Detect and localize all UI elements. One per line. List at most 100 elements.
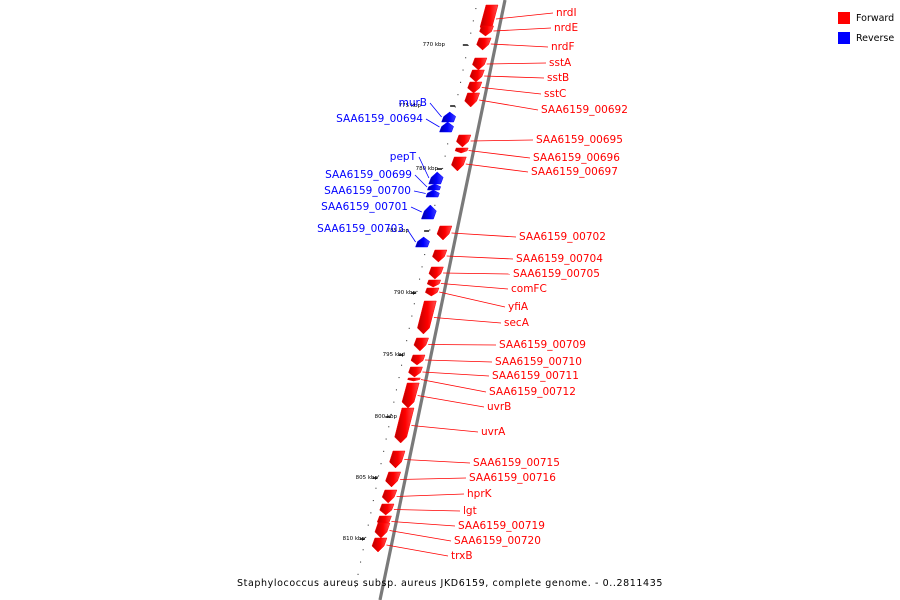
forward-swatch: [838, 12, 850, 24]
gene-label[interactable]: SAA6159_00692: [541, 104, 628, 116]
gene-arrow: [479, 25, 494, 37]
gene-label[interactable]: secA: [504, 317, 530, 329]
label-leader: [490, 43, 549, 48]
scale-dot: [380, 463, 382, 465]
gene-label[interactable]: SAA6159_00699: [325, 169, 412, 181]
label-leader: [465, 163, 529, 173]
label-leader: [393, 509, 461, 512]
gene-label[interactable]: SAA6159_00702: [519, 231, 606, 243]
label-leader: [470, 139, 534, 142]
gene-label[interactable]: SAA6159_00696: [533, 152, 620, 164]
scale-dot: [424, 254, 426, 256]
scale-dot: [372, 500, 374, 502]
label-leader: [424, 359, 493, 363]
label-leader: [404, 459, 471, 464]
gene-arrow: [401, 382, 420, 409]
scale-tick-label: 800 kbp: [375, 414, 398, 420]
gene-label[interactable]: comFC: [511, 283, 547, 295]
scale-dot: [460, 81, 462, 83]
gene-label[interactable]: sstC: [544, 88, 566, 100]
scale-dot: [408, 327, 410, 329]
label-leader: [422, 371, 490, 377]
gene-label[interactable]: SAA6159_00705: [513, 268, 600, 280]
gene-label[interactable]: murB: [399, 97, 427, 109]
gene-label[interactable]: SAA6159_00701: [321, 201, 408, 213]
gene-arrow: [374, 522, 391, 539]
scale-dot: [475, 8, 477, 10]
gene-label[interactable]: SAA6159_00716: [469, 472, 556, 484]
scale-dot: [454, 106, 456, 108]
gene-arrow: [421, 204, 437, 220]
gene-label[interactable]: SAA6159_00697: [531, 166, 618, 178]
gene-label[interactable]: SAA6159_00720: [454, 535, 541, 547]
scale-dot: [354, 586, 356, 588]
gene-label[interactable]: SAA6159_00715: [473, 457, 560, 469]
gene-arrow: [464, 92, 480, 108]
scale-dot: [442, 167, 444, 169]
gene-arrow: [417, 300, 437, 335]
gene-label[interactable]: nrdF: [551, 41, 575, 53]
legend: Forward Reverse: [838, 8, 894, 48]
map-caption: Staphylococcus aureus subsp. aureus JKD6…: [237, 578, 663, 589]
gene-arrow: [432, 249, 448, 263]
gene-label[interactable]: pepT: [390, 151, 417, 163]
gene-label[interactable]: uvrB: [487, 401, 511, 413]
scale-dot: [395, 389, 397, 391]
scale-tick-label: 785 kbp: [387, 228, 410, 234]
gene-label[interactable]: SAA6159_00695: [536, 134, 623, 146]
scale-dot: [383, 450, 385, 452]
scale-dot: [406, 340, 408, 342]
gene-label[interactable]: hprK: [467, 488, 493, 500]
gene-label[interactable]: SAA6159_00704: [516, 253, 603, 265]
gene-label[interactable]: sstB: [547, 72, 569, 84]
scale-dot: [447, 143, 449, 145]
scale-dot: [472, 20, 474, 22]
gene-label[interactable]: nrdE: [554, 22, 578, 34]
legend-item-reverse: Reverse: [838, 28, 894, 48]
gene-arrow: [467, 81, 483, 94]
gene-label[interactable]: trxB: [451, 550, 473, 562]
gene-label[interactable]: yfiA: [508, 301, 529, 313]
scale-ticks: 770 kbp 775 kbp 780 kbp 785 kbp 790 kbp 795 k…: [343, 42, 468, 542]
label-leader: [443, 272, 511, 275]
scale-dot: [403, 352, 405, 354]
gene-label[interactable]: SAA6159_00712: [489, 386, 576, 398]
gene-label[interactable]: nrdI: [556, 7, 577, 19]
gene-arrow: [426, 279, 442, 288]
label-leader: [425, 118, 440, 128]
gene-label[interactable]: SAA6159_00694: [336, 113, 423, 125]
label-leaders: [386, 12, 554, 557]
legend-label-forward: Forward: [856, 12, 895, 24]
scale-dot: [401, 364, 403, 366]
gene-label[interactable]: uvrA: [481, 426, 506, 438]
gene-label[interactable]: SAA6159_00700: [324, 185, 411, 197]
gene-label[interactable]: lgt: [463, 505, 477, 517]
gene-arrow: [371, 537, 388, 553]
label-leader: [406, 228, 416, 243]
label-leader: [486, 62, 547, 65]
scale-dot: [367, 524, 369, 526]
scale-dot: [388, 426, 390, 428]
gene-label[interactable]: SAA6159_00711: [492, 370, 579, 382]
gene-label[interactable]: SAA6159_00709: [499, 339, 586, 351]
scale-dot: [393, 401, 395, 403]
label-leader: [439, 291, 506, 308]
gene-label[interactable]: SAA6159_00719: [458, 520, 545, 532]
legend-label-reverse: Reverse: [856, 32, 895, 44]
gene-arrow: [456, 134, 472, 148]
scale-tick-label: 770 kbp: [423, 42, 446, 48]
gene-arrow: [472, 57, 488, 71]
gene-label[interactable]: SAA6159_00710: [495, 356, 582, 368]
scale-dot: [416, 290, 418, 292]
label-leader: [440, 283, 509, 290]
gene-label[interactable]: SAA6159_00703: [317, 223, 404, 235]
gene-arrow: [379, 503, 395, 516]
scale-dot: [467, 44, 469, 46]
scale-dots: [354, 8, 477, 588]
gene-arrow: [410, 354, 426, 366]
scale-dot: [413, 303, 415, 305]
gene-arrow: [394, 407, 415, 444]
gene-label[interactable]: sstA: [549, 57, 572, 69]
label-leader: [484, 75, 545, 79]
